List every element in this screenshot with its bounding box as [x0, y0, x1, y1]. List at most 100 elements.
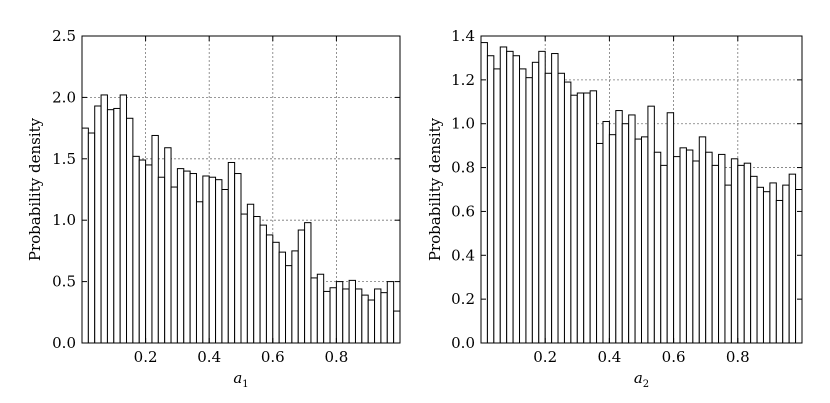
histogram-bar: [673, 156, 681, 344]
y-tick-label: 1.2: [451, 71, 475, 89]
histogram-bar: [164, 147, 172, 344]
histogram-bar: [354, 288, 363, 344]
histogram-bar: [259, 224, 267, 344]
histogram-bar: [519, 68, 527, 344]
histogram-bar: [621, 123, 630, 344]
x-tick-label: 0.6: [662, 348, 686, 366]
x-tick-label: 0.2: [134, 348, 158, 366]
histogram-bar: [189, 173, 197, 344]
y-tick-label: 0.4: [451, 246, 475, 264]
histogram-bar: [499, 46, 508, 344]
histogram-bar: [240, 213, 248, 344]
histogram-bar: [304, 222, 312, 344]
histogram-bar: [272, 241, 280, 344]
histogram-bar: [538, 50, 546, 344]
histogram-bar: [775, 199, 784, 344]
y-tick-label: 0.0: [52, 334, 76, 352]
y-tick-label: 1.4: [451, 27, 475, 45]
histogram-bar: [596, 142, 604, 344]
y-tick-label: 0.6: [451, 202, 475, 220]
histogram-bar: [730, 158, 739, 344]
histogram-bar: [100, 94, 108, 344]
y-tick-label: 1.0: [52, 211, 76, 229]
histogram-bar: [234, 173, 242, 344]
histogram-bar: [374, 288, 382, 344]
x-tick-label: 0.4: [197, 348, 221, 366]
histogram-bar: [310, 277, 318, 344]
histogram-bar: [608, 134, 617, 344]
histogram-bar: [782, 184, 790, 344]
histogram-bar: [743, 162, 752, 344]
plot-frame: [81, 35, 401, 344]
histogram-bar: [367, 299, 376, 344]
histogram-bar: [126, 117, 134, 344]
histogram-bar: [718, 153, 726, 344]
histogram-bar: [329, 287, 337, 344]
histogram-bar: [795, 189, 803, 344]
histogram-bar: [493, 68, 501, 344]
y-tick-label: 0.0: [451, 334, 475, 352]
histogram-bar: [666, 112, 675, 344]
histogram-bar: [641, 136, 649, 344]
histogram-bar: [265, 234, 274, 344]
y-tick-label: 0.8: [451, 159, 475, 177]
histogram-bar: [486, 55, 495, 344]
histogram-panel-a1: 0.2 0.4 0.6 0.8 0.0 0.5 1.0 1.5 2.0 2.5 a1 Probabil…: [26, 27, 401, 390]
x-tick-label: 0.4: [597, 348, 621, 366]
plot-frame: [480, 35, 803, 344]
histogram-bar: [151, 134, 159, 344]
histogram-bar: [762, 191, 771, 344]
y-tick-label: 2.0: [52, 88, 76, 106]
histogram-bar: [551, 53, 559, 344]
histogram-bar: [361, 294, 369, 344]
y-tick-label: 1.5: [52, 150, 76, 168]
histogram-bar: [557, 72, 565, 344]
histogram-bar: [145, 164, 153, 344]
histogram-bar: [634, 138, 643, 344]
histogram-bar: [615, 110, 623, 344]
histogram-bar: [342, 288, 350, 344]
histogram-bar: [724, 184, 732, 344]
histogram-bar: [170, 186, 178, 344]
x-axis-title: a1: [233, 369, 248, 390]
histogram-bar: [246, 203, 255, 344]
histogram-bar: [647, 105, 655, 344]
histogram-bar: [531, 61, 540, 344]
x-tick-label: 0.8: [726, 348, 750, 366]
x-tick-label: 0.2: [533, 348, 557, 366]
histogram-bar: [323, 290, 331, 344]
histogram-bar: [628, 114, 636, 344]
histogram-bar: [291, 250, 299, 344]
histogram-bar: [87, 132, 96, 344]
histogram-bar: [113, 107, 121, 344]
histogram-bar: [348, 279, 356, 344]
histogram-bar: [512, 55, 521, 344]
histogram-bar: [480, 42, 488, 344]
histogram-panel-a2: 0.2 0.4 0.6 0.8 0.0 0.2 0.4 0.6 0.8 1.0 1.2 1.4 a2 Pr…: [426, 27, 803, 390]
histogram-bar: [711, 164, 720, 344]
histogram-bar: [589, 90, 598, 344]
histogram-bar: [506, 50, 514, 344]
histogram-bar: [208, 176, 217, 344]
histogram-bar: [278, 251, 287, 344]
histogram-bar: [705, 151, 713, 344]
histogram-bar: [221, 189, 229, 344]
histogram-bar: [202, 175, 210, 344]
y-tick-label: 0.5: [52, 273, 76, 291]
histogram-bar: [176, 168, 185, 344]
histogram-bar: [570, 94, 578, 344]
histogram-bar: [195, 201, 204, 344]
histogram-bar: [563, 81, 572, 344]
histogram-bar: [692, 160, 700, 344]
histogram-bar: [698, 136, 707, 344]
x-tick-label: 0.8: [324, 348, 348, 366]
histogram-bar: [157, 176, 166, 344]
histogram-bar: [138, 159, 147, 344]
histogram-bar: [119, 94, 128, 344]
histogram-bar: [602, 121, 610, 344]
histogram-bar: [81, 127, 89, 344]
y-tick-label: 1.0: [451, 115, 475, 133]
y-tick-label: 0.2: [451, 290, 475, 308]
y-axis-title: Probability density: [26, 117, 44, 261]
